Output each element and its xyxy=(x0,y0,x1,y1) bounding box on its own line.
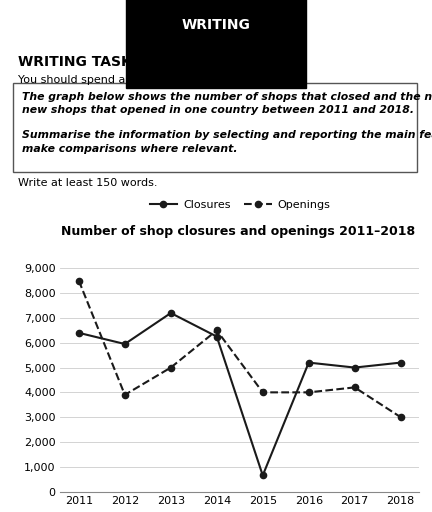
Legend: Closures, Openings: Closures, Openings xyxy=(145,196,334,215)
Closures xyxy=(168,310,173,316)
Closures xyxy=(214,333,219,339)
Openings xyxy=(398,414,403,420)
Openings xyxy=(260,389,265,395)
Openings xyxy=(122,392,127,398)
Text: WRITING: WRITING xyxy=(181,18,251,32)
Closures xyxy=(352,365,357,371)
Closures xyxy=(398,359,403,366)
Closures xyxy=(306,359,311,366)
FancyBboxPatch shape xyxy=(13,83,417,173)
Closures xyxy=(122,341,127,347)
Line: Closures: Closures xyxy=(76,310,404,479)
Openings xyxy=(168,365,173,371)
Openings xyxy=(306,389,311,395)
Openings xyxy=(76,278,82,284)
Closures xyxy=(260,473,265,479)
Text: The graph below shows the number of shops that closed and the number of
new shop: The graph below shows the number of shop… xyxy=(22,92,432,115)
Text: Number of shop closures and openings 2011–2018: Number of shop closures and openings 201… xyxy=(60,225,415,238)
Text: Summarise the information by selecting and reporting the main features, and
make: Summarise the information by selecting a… xyxy=(22,131,432,154)
Text: You should spend about 20 minutes on this task.: You should spend about 20 minutes on thi… xyxy=(18,75,289,85)
Text: WRITING TASK 1: WRITING TASK 1 xyxy=(18,55,146,69)
Line: Openings: Openings xyxy=(76,278,404,420)
Closures xyxy=(76,330,82,336)
Text: Write at least 150 words.: Write at least 150 words. xyxy=(18,179,158,188)
Openings xyxy=(352,385,357,391)
Openings xyxy=(214,327,219,333)
